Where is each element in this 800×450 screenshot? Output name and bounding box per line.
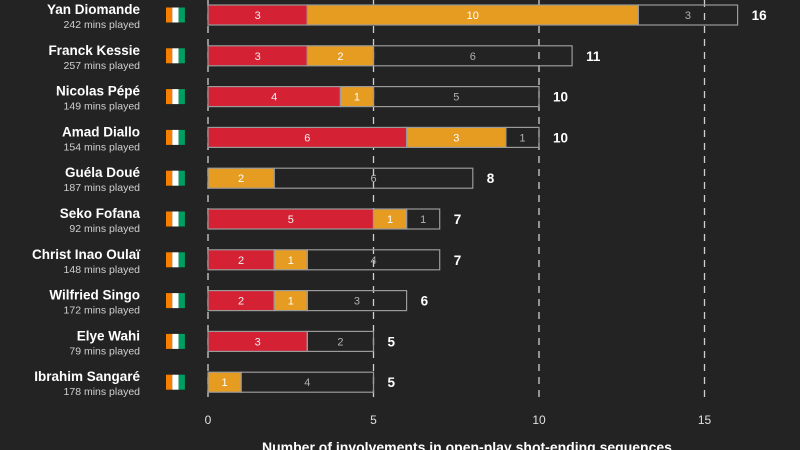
- ivory-coast-flag-icon: [166, 48, 185, 64]
- bar-total-label: 6: [421, 294, 429, 309]
- segment-value-label: 2: [337, 51, 343, 63]
- minutes-played: 154 mins played: [64, 141, 141, 153]
- player-row: Nicolas Pépé 149 mins played 4 1 5 10: [56, 84, 568, 113]
- segment-value-label: 1: [221, 377, 227, 389]
- minutes-played: 257 mins played: [64, 60, 141, 72]
- bar-segment-outline: [306, 249, 441, 271]
- x-axis-ticks: 0 5 10 15: [205, 413, 712, 427]
- bar-segment-outline: [306, 330, 375, 352]
- segment-value-label: 5: [453, 92, 459, 104]
- segment-value-label: 1: [420, 214, 426, 226]
- player-row: Ibrahim Sangaré 178 mins played 1 4 5: [34, 369, 395, 398]
- bar-total-label: 11: [586, 49, 601, 64]
- segment-value-label: 6: [470, 51, 476, 63]
- segment-value-label: 3: [255, 10, 261, 22]
- segment-value-label: 4: [271, 92, 277, 104]
- segment-value-label: 1: [387, 214, 393, 226]
- ivory-coast-flag-icon: [166, 129, 185, 145]
- minutes-played: 79 mins played: [69, 345, 140, 357]
- segment-value-label: 2: [238, 296, 244, 308]
- ivory-coast-flag-icon: [166, 333, 185, 349]
- segment-value-label: 1: [354, 92, 360, 104]
- player-name: Guéla Doué: [65, 165, 141, 180]
- bar-total-label: 7: [454, 212, 462, 227]
- player-row: Wilfried Singo 172 mins played 2 1 3 6: [49, 288, 428, 317]
- bar-segment-outline: [505, 126, 540, 149]
- player-row: Yan Diomande 242 mins played 3 10 3 16: [47, 2, 767, 31]
- ivory-coast-flag-icon: [166, 252, 185, 268]
- player-name: Nicolas Pépé: [56, 84, 141, 99]
- x-tick-label: 5: [370, 413, 377, 427]
- player-name: Yan Diomande: [47, 2, 141, 17]
- bar-total-label: 8: [487, 171, 495, 186]
- segment-value-label: 6: [370, 173, 376, 185]
- bar-segment-outline: [637, 4, 739, 26]
- ivory-coast-flag-icon: [166, 374, 185, 390]
- ivory-coast-flag-icon: [166, 89, 185, 105]
- player-row: Elye Wahi 79 mins played 3 2 5: [69, 328, 395, 357]
- minutes-played: 149 mins played: [64, 101, 141, 113]
- segment-value-label: 4: [304, 377, 310, 389]
- segment-value-label: 5: [288, 214, 294, 226]
- ivory-coast-flag-icon: [166, 170, 185, 186]
- segment-value-label: 10: [467, 10, 479, 22]
- segment-value-label: 1: [288, 255, 294, 267]
- player-name: Ibrahim Sangaré: [34, 369, 140, 384]
- player-row: Christ Inao Oulaï 148 mins played 2 1 4 7: [32, 247, 461, 276]
- x-tick-label: 0: [205, 413, 212, 427]
- minutes-played: 92 mins played: [69, 223, 140, 235]
- bar-total-label: 10: [553, 130, 568, 145]
- x-tick-label: 10: [532, 413, 546, 427]
- player-row: Seko Fofana 92 mins played 5 1 1 7: [60, 206, 461, 235]
- player-name: Amad Diallo: [62, 124, 140, 139]
- bar-segment-outline: [406, 208, 441, 230]
- ivory-coast-flag-icon: [166, 293, 185, 309]
- bar-total-label: 10: [553, 90, 568, 105]
- player-name: Christ Inao Oulaï: [32, 247, 141, 262]
- minutes-played: 172 mins played: [64, 305, 141, 317]
- segment-value-label: 3: [453, 132, 459, 144]
- player-row: Guéla Doué 187 mins played 2 6 8: [64, 165, 495, 194]
- segment-value-label: 3: [255, 51, 261, 63]
- segment-value-label: 3: [685, 10, 691, 22]
- minutes-played: 148 mins played: [64, 264, 141, 276]
- minutes-played: 187 mins played: [64, 182, 141, 194]
- bar-segment-outline: [306, 290, 408, 312]
- bar-total-label: 16: [752, 8, 768, 23]
- segment-value-label: 2: [238, 255, 244, 267]
- segment-value-label: 1: [288, 296, 294, 308]
- bar-segment-outline: [240, 371, 375, 393]
- bar-total-label: 5: [388, 375, 396, 390]
- bar-segment-outline: [372, 85, 540, 108]
- player-name: Franck Kessie: [48, 43, 140, 58]
- bar-segment-outline: [273, 167, 474, 189]
- x-tick-label: 15: [698, 413, 712, 427]
- segment-value-label: 3: [255, 336, 261, 348]
- segment-value-label: 2: [238, 173, 244, 185]
- x-axis-label: Number of involvements in open-play shot…: [262, 439, 672, 450]
- bar-total-label: 7: [454, 253, 462, 268]
- player-name: Wilfried Singo: [49, 288, 140, 303]
- minutes-played: 242 mins played: [64, 19, 141, 31]
- segment-value-label: 6: [304, 132, 310, 144]
- segment-value-label: 4: [370, 255, 376, 267]
- player-name: Elye Wahi: [77, 328, 140, 343]
- player-row: Amad Diallo 154 mins played 6 3 1 10: [62, 124, 568, 153]
- ivory-coast-flag-icon: [166, 7, 185, 23]
- segment-value-label: 2: [337, 336, 343, 348]
- segment-value-label: 1: [519, 132, 525, 144]
- bar-total-label: 5: [388, 334, 396, 349]
- ivory-coast-flag-icon: [166, 211, 185, 227]
- player-row: Franck Kessie 257 mins played 3 2 6 11: [48, 43, 600, 72]
- minutes-played: 178 mins played: [64, 386, 141, 398]
- player-name: Seko Fofana: [60, 206, 141, 221]
- segment-value-label: 3: [354, 296, 360, 308]
- bar-segment-outline: [372, 45, 573, 67]
